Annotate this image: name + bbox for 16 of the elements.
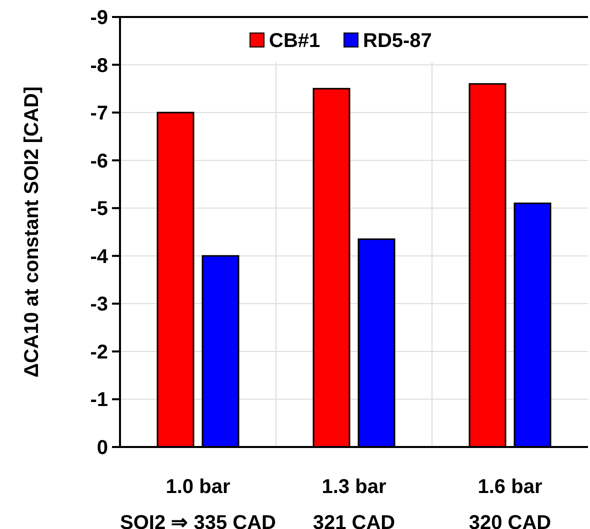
- y-tick-label: -7: [90, 102, 108, 125]
- y-tick-label: -3: [90, 294, 108, 316]
- y-tick-label: -4: [90, 246, 109, 268]
- y-tick-label: -2: [90, 341, 108, 364]
- x-tick-label: 1.0 bar SOI2 ⇒ 335 CAD: [120, 476, 276, 529]
- legend-label: CB#1: [269, 30, 320, 52]
- legend-label: RD5-87: [363, 30, 432, 52]
- y-tick-label: 0: [96, 437, 108, 459]
- y-tick-label: -1: [90, 389, 108, 412]
- x-tick-label: 1.3 bar 321 CAD: [312, 476, 396, 529]
- x-tick-label: 1.6 bar 320 CAD: [468, 476, 552, 529]
- y-tick-label: -9: [90, 7, 108, 29]
- y-tick-label: -6: [90, 150, 108, 172]
- y-tick-label: -8: [90, 54, 108, 77]
- y-axis-title: ΔCA10 at constant SOI2 [CAD]: [21, 86, 43, 378]
- y-tick-label: -5: [90, 198, 108, 220]
